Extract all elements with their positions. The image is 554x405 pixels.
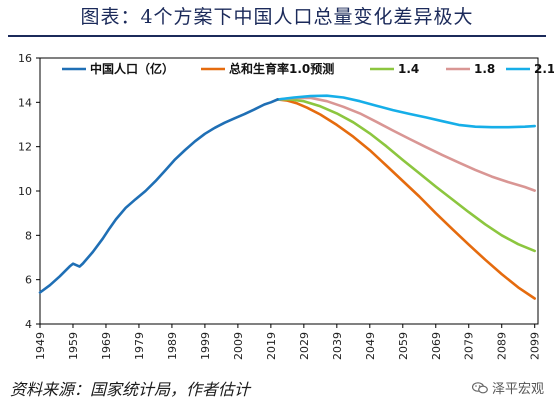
- chart-axes: 4 6 8 10 12 14 16 1949 1959 1969 1979 1989 1999 2009 2…: [18, 52, 542, 360]
- series-line: [276, 96, 536, 192]
- x-tick-label: 2029: [298, 332, 311, 360]
- y-tick-label: 14: [18, 96, 32, 109]
- x-tick-label: 1969: [100, 332, 113, 360]
- source-note: 资料来源：国家统计局，作者估计: [10, 380, 251, 399]
- title-underline: [8, 35, 546, 37]
- series-line: [276, 98, 536, 253]
- chart-title: 图表：4个方案下中国人口总量变化差异极大: [80, 6, 474, 28]
- x-tick-label: 2079: [463, 332, 476, 360]
- x-tick-label: 2019: [265, 332, 278, 360]
- y-tick-label: 10: [18, 185, 32, 198]
- x-tick-label: 2049: [364, 332, 377, 360]
- legend-label: 1.8: [474, 62, 495, 76]
- x-tick-label: 2089: [496, 332, 509, 360]
- x-tick-label: 2069: [430, 332, 443, 360]
- x-tick-label: 1989: [166, 332, 179, 360]
- chart-legend: 中国人口（亿） 总和生育率1.0预测 1.4 1.8 2.1: [62, 61, 554, 76]
- x-tick-label: 2059: [397, 332, 410, 360]
- x-tick-label: 1949: [34, 332, 47, 360]
- x-tick-label: 2099: [529, 332, 542, 360]
- legend-label: 中国人口（亿）: [90, 61, 174, 76]
- x-tick-label: 1959: [67, 332, 80, 360]
- x-tick-label: 1979: [133, 332, 146, 360]
- x-tick-label: 2039: [331, 332, 344, 360]
- legend-label: 总和生育率1.0预测: [229, 61, 334, 76]
- series-line: [38, 98, 279, 294]
- series-line: [276, 98, 536, 300]
- watermark-text: 泽平宏观: [491, 382, 544, 397]
- wechat-icon: [471, 381, 488, 393]
- chart-series: [38, 94, 536, 300]
- x-tick-label: 2009: [232, 332, 245, 360]
- legend-label: 2.1: [534, 62, 554, 76]
- line-chart: 4 6 8 10 12 14 16 1949 1959 1969 1979 1989 1999 2009 2…: [18, 52, 554, 360]
- y-tick-label: 12: [18, 141, 32, 154]
- series-line: [276, 94, 536, 129]
- y-tick-label: 4: [25, 318, 32, 331]
- y-tick-label: 6: [25, 274, 32, 287]
- x-tick-label: 1999: [199, 332, 212, 360]
- watermark: 泽平宏观: [471, 378, 544, 397]
- y-tick-label: 8: [25, 229, 32, 242]
- legend-label: 1.4: [398, 62, 419, 76]
- y-tick-label: 16: [18, 52, 32, 65]
